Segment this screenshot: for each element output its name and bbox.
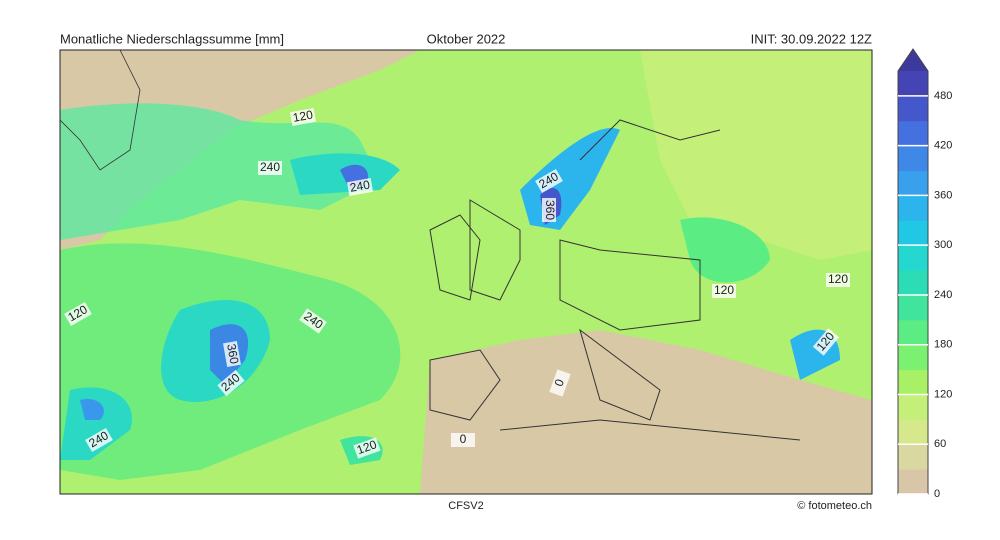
- model-name: CFSV2: [448, 500, 483, 512]
- colorbar-band: [898, 95, 928, 122]
- map-field: [60, 50, 872, 494]
- contour-label: 120: [353, 437, 381, 459]
- credit: © fotometeo.ch: [797, 500, 872, 512]
- colorbar-tick-label: 60: [934, 438, 946, 450]
- contour-label-bg: [223, 340, 241, 368]
- contour-label-bg: [64, 301, 92, 327]
- colorbar-band: [898, 294, 928, 321]
- colorbar-tick-label: 180: [934, 339, 952, 351]
- contour-label: 240: [346, 177, 374, 196]
- map-title: Monatliche Niederschlagssumme [mm]: [60, 31, 284, 46]
- contour-label-bg: [289, 108, 317, 126]
- contour-label-bg: [451, 433, 475, 447]
- contour-label-bg: [812, 328, 840, 356]
- contour-label: 120: [826, 272, 850, 287]
- colorbar-tick-label: 0: [934, 488, 940, 500]
- colorbar-band: [898, 344, 928, 371]
- colorbar-tick-label: 120: [934, 388, 952, 400]
- colorbar-tick-label: 420: [934, 140, 952, 152]
- colorbar-band: [898, 245, 928, 271]
- contour-label-text: 360: [224, 343, 241, 365]
- contour-label-text: 240: [349, 177, 371, 194]
- colorbar-arrow: [898, 49, 928, 71]
- contour-label-text: 240: [260, 160, 280, 174]
- colorbar-band: [898, 270, 928, 296]
- colorbar-band: [898, 469, 928, 495]
- colorbar-band: [898, 120, 928, 147]
- colorbar-band: [898, 220, 928, 246]
- contour-label-text: 120: [714, 283, 734, 297]
- contour-label: 120: [289, 107, 317, 126]
- contour-label: 120: [712, 283, 736, 298]
- contour-label: 0: [451, 432, 475, 447]
- contour-label: 0: [549, 369, 571, 397]
- contour-label-bg: [826, 273, 850, 287]
- contour-label: 360: [542, 198, 557, 222]
- contour-label-text: 0: [552, 377, 568, 388]
- colorbar-tick-label: 240: [934, 289, 952, 301]
- contour-label-text: 360: [543, 200, 557, 220]
- contour-label-bg: [258, 161, 282, 175]
- contour-label-text: 120: [828, 272, 848, 286]
- colorbar-band: [898, 195, 928, 221]
- contour-label-bg: [535, 168, 563, 194]
- init-time: INIT: 30.09.2022 12Z: [751, 31, 872, 46]
- contour-label: 360: [223, 340, 242, 368]
- colorbar-tick-label: 300: [934, 239, 952, 251]
- contour-label-bg: [712, 284, 736, 298]
- map-month: Oktober 2022: [427, 31, 506, 46]
- colorbar-tick-label: 480: [934, 90, 952, 102]
- contour-label: 240: [258, 160, 282, 175]
- colorbar: 0 60 120 180 240 300 360 420 480: [897, 48, 952, 500]
- map-frame: [59, 49, 873, 495]
- contour-label-bg: [346, 178, 374, 196]
- colorbar-band: [898, 394, 928, 420]
- contour-label-text: 120: [292, 107, 314, 124]
- contour-label-bg: [353, 437, 381, 459]
- contour-label-text: 120: [355, 437, 379, 457]
- contour-label-bg: [542, 198, 556, 222]
- contour-label-text: 0: [460, 432, 467, 446]
- colorbar-band: [898, 419, 928, 445]
- colorbar-band: [898, 319, 928, 346]
- colorbar-tick-label: 360: [934, 189, 952, 201]
- colorbar-band: [898, 170, 928, 196]
- contour-label-bg: [85, 427, 113, 453]
- contour-label-bg: [217, 369, 245, 397]
- contour-label-bg: [299, 308, 327, 334]
- colorbar-band: [898, 71, 928, 97]
- contour-label-bg: [549, 369, 571, 397]
- colorbar-band: [898, 444, 928, 470]
- colorbar-band: [898, 369, 928, 395]
- colorbar-band: [898, 145, 928, 172]
